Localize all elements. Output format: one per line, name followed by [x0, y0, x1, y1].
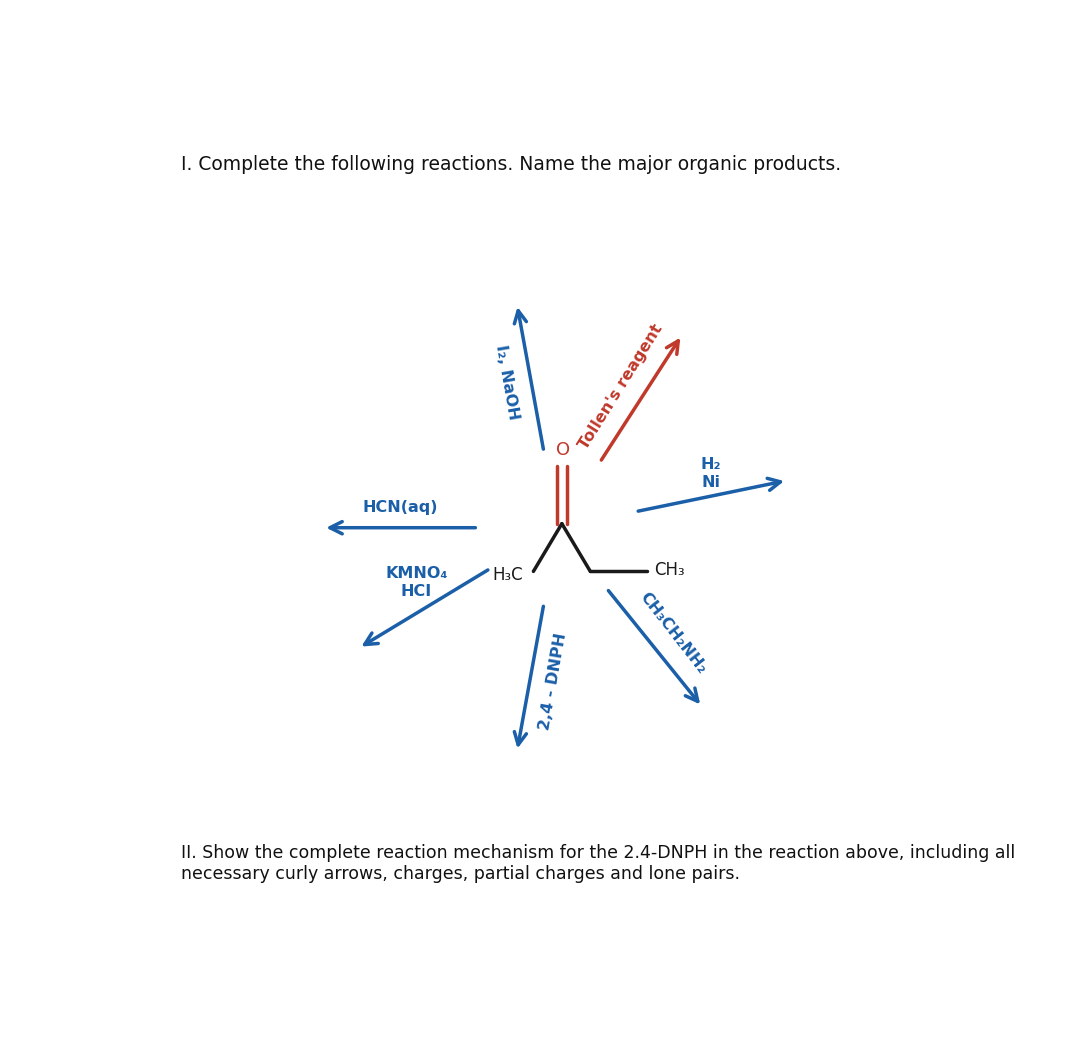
- Text: 2,4 - DNPH: 2,4 - DNPH: [538, 632, 569, 731]
- Text: H₂
Ni: H₂ Ni: [701, 457, 721, 490]
- Text: Tollen's reagent: Tollen's reagent: [577, 321, 665, 452]
- Text: HCN(aq): HCN(aq): [363, 500, 438, 515]
- Text: O: O: [556, 441, 570, 459]
- Text: II. Show the complete reaction mechanism for the 2.4-DNPH in the reaction above,: II. Show the complete reaction mechanism…: [181, 843, 1015, 882]
- Text: CH₃: CH₃: [654, 561, 685, 579]
- Text: I₂, NaOH: I₂, NaOH: [494, 343, 522, 420]
- Text: H₃C: H₃C: [492, 567, 524, 584]
- Text: CH₃CH₂NH₂: CH₃CH₂NH₂: [636, 590, 708, 677]
- Text: I. Complete the following reactions. Name the major organic products.: I. Complete the following reactions. Nam…: [181, 155, 841, 174]
- Text: KMNO₄
HCI: KMNO₄ HCI: [386, 567, 447, 598]
